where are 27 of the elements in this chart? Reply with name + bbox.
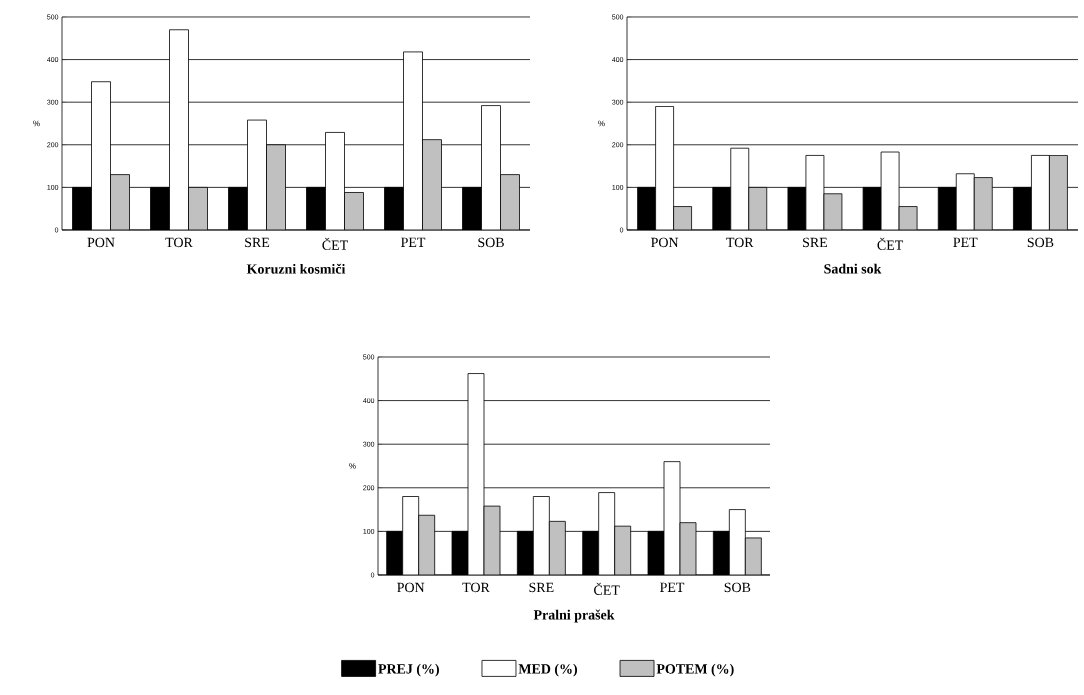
- text: Pralni prašek: [533, 609, 615, 623]
- x-tick-label: PET: [953, 237, 978, 247]
- x-tick-label: TOR: [462, 582, 490, 593]
- x-tick-label: PET: [401, 237, 426, 247]
- x-tick-label: PET: [660, 582, 685, 592]
- x-tick-label: TOR: [165, 237, 193, 248]
- bar: [548, 520, 566, 575]
- x-tick-label: SOB: [478, 237, 504, 248]
- legend-label: PREJ (%): [378, 663, 439, 677]
- x-tick-label: SOB: [1027, 237, 1054, 248]
- x-tick-label: PON: [397, 582, 425, 593]
- bar: [614, 525, 632, 575]
- x-tick-label: ČET: [594, 582, 620, 595]
- text: Koruzni kosmiči: [246, 263, 346, 274]
- legend-label: POTEM (%): [656, 663, 734, 677]
- x-tick-label: ČET: [322, 237, 348, 250]
- bar: [418, 514, 436, 575]
- x-tick-label: PON: [87, 237, 115, 248]
- x-tick-label: PON: [651, 237, 679, 248]
- legend-label: MED (%): [518, 663, 578, 677]
- x-tick-label: TOR: [726, 237, 754, 248]
- x-tick-label: ČET: [877, 237, 904, 250]
- x-tick-label: SRE: [245, 237, 270, 248]
- x-tick-label: SRE: [529, 582, 554, 593]
- x-tick-label: SOB: [724, 582, 751, 593]
- text: Sadni sok: [824, 263, 882, 274]
- x-tick-label: SRE: [803, 237, 828, 248]
